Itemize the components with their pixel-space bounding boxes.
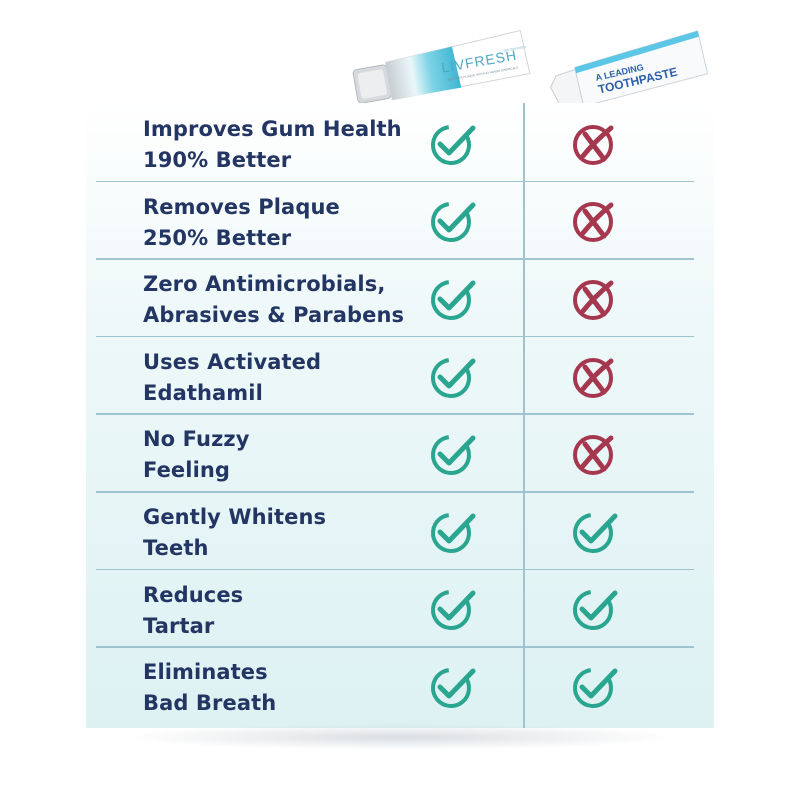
feature-label-line1: Removes Plaque — [143, 194, 340, 219]
feature-label-line2: Bad Breath — [143, 691, 277, 716]
row-divider — [96, 413, 694, 415]
checkmark-circle-icon — [431, 590, 476, 631]
feature-label-line1: Improves Gum Health — [143, 117, 402, 141]
checkmark-circle-icon — [431, 202, 476, 243]
feature-label-line1: Gently Whitens — [143, 505, 327, 529]
feature-label-line1: Zero Antimicrobials, — [143, 272, 386, 297]
checkmark-circle-icon — [431, 512, 476, 553]
checkmark-circle-icon — [573, 668, 618, 708]
feature-label-line1: Eliminates — [143, 660, 268, 685]
row-divider — [96, 646, 694, 648]
feature-label: Zero Antimicrobials, Abrasives & Parabens — [143, 269, 433, 331]
feature-label-line1: Reduces — [143, 582, 244, 607]
feature-label: Gently Whitens Teeth — [143, 502, 433, 564]
row-divider — [96, 180, 694, 183]
feature-label: Removes Plaque 250% Better — [143, 192, 433, 254]
feature-label-line2: 250% Better — [143, 225, 292, 250]
row-divider — [96, 258, 694, 260]
feature-label-line2: Edathamil — [143, 380, 263, 405]
checkmark-circle-icon — [431, 280, 476, 320]
feature-label-line2: Tartar — [143, 613, 215, 638]
x-circle-icon — [573, 357, 614, 398]
checkmark-circle-icon — [431, 124, 476, 165]
panel-shadow — [120, 724, 680, 750]
feature-label-line1: No Fuzzy — [143, 427, 250, 452]
row-divider — [96, 335, 694, 338]
checkmark-circle-icon — [431, 668, 476, 708]
feature-label-line2: Abrasives & Parabens — [143, 303, 405, 328]
feature-label: Eliminates Bad Breath — [143, 657, 433, 719]
feature-label: Improves Gum Health 190% Better — [143, 114, 433, 176]
column-divider — [523, 103, 525, 728]
feature-label-line2: Feeling — [143, 458, 231, 483]
row-divider — [96, 568, 694, 571]
competitor-toothpaste-tube: A LEADING TOOTHPASTE — [550, 30, 709, 108]
x-circle-icon — [573, 280, 614, 320]
x-circle-icon — [573, 435, 614, 476]
checkmark-circle-icon — [573, 590, 618, 631]
row-divider — [96, 491, 694, 493]
x-circle-icon — [573, 124, 614, 165]
livfresh-toothpaste-tube: LIVFRESH REMOVES PLAQUE WITH NO HARSH CH… — [352, 29, 531, 104]
checkmark-circle-icon — [573, 512, 618, 553]
feature-label-line2: 190% Better — [143, 148, 292, 172]
feature-label: No Fuzzy Feeling — [143, 424, 433, 486]
feature-label-line1: Uses Activated — [143, 349, 322, 374]
checkmark-circle-icon — [431, 435, 476, 476]
x-circle-icon — [573, 202, 614, 243]
feature-label: Reduces Tartar — [143, 580, 433, 642]
livfresh-side-text: WINTERGREEN — [503, 45, 526, 53]
feature-label: Uses Activated Edathamil — [143, 347, 433, 409]
checkmark-circle-icon — [431, 357, 476, 398]
feature-label-line2: Teeth — [143, 536, 209, 560]
